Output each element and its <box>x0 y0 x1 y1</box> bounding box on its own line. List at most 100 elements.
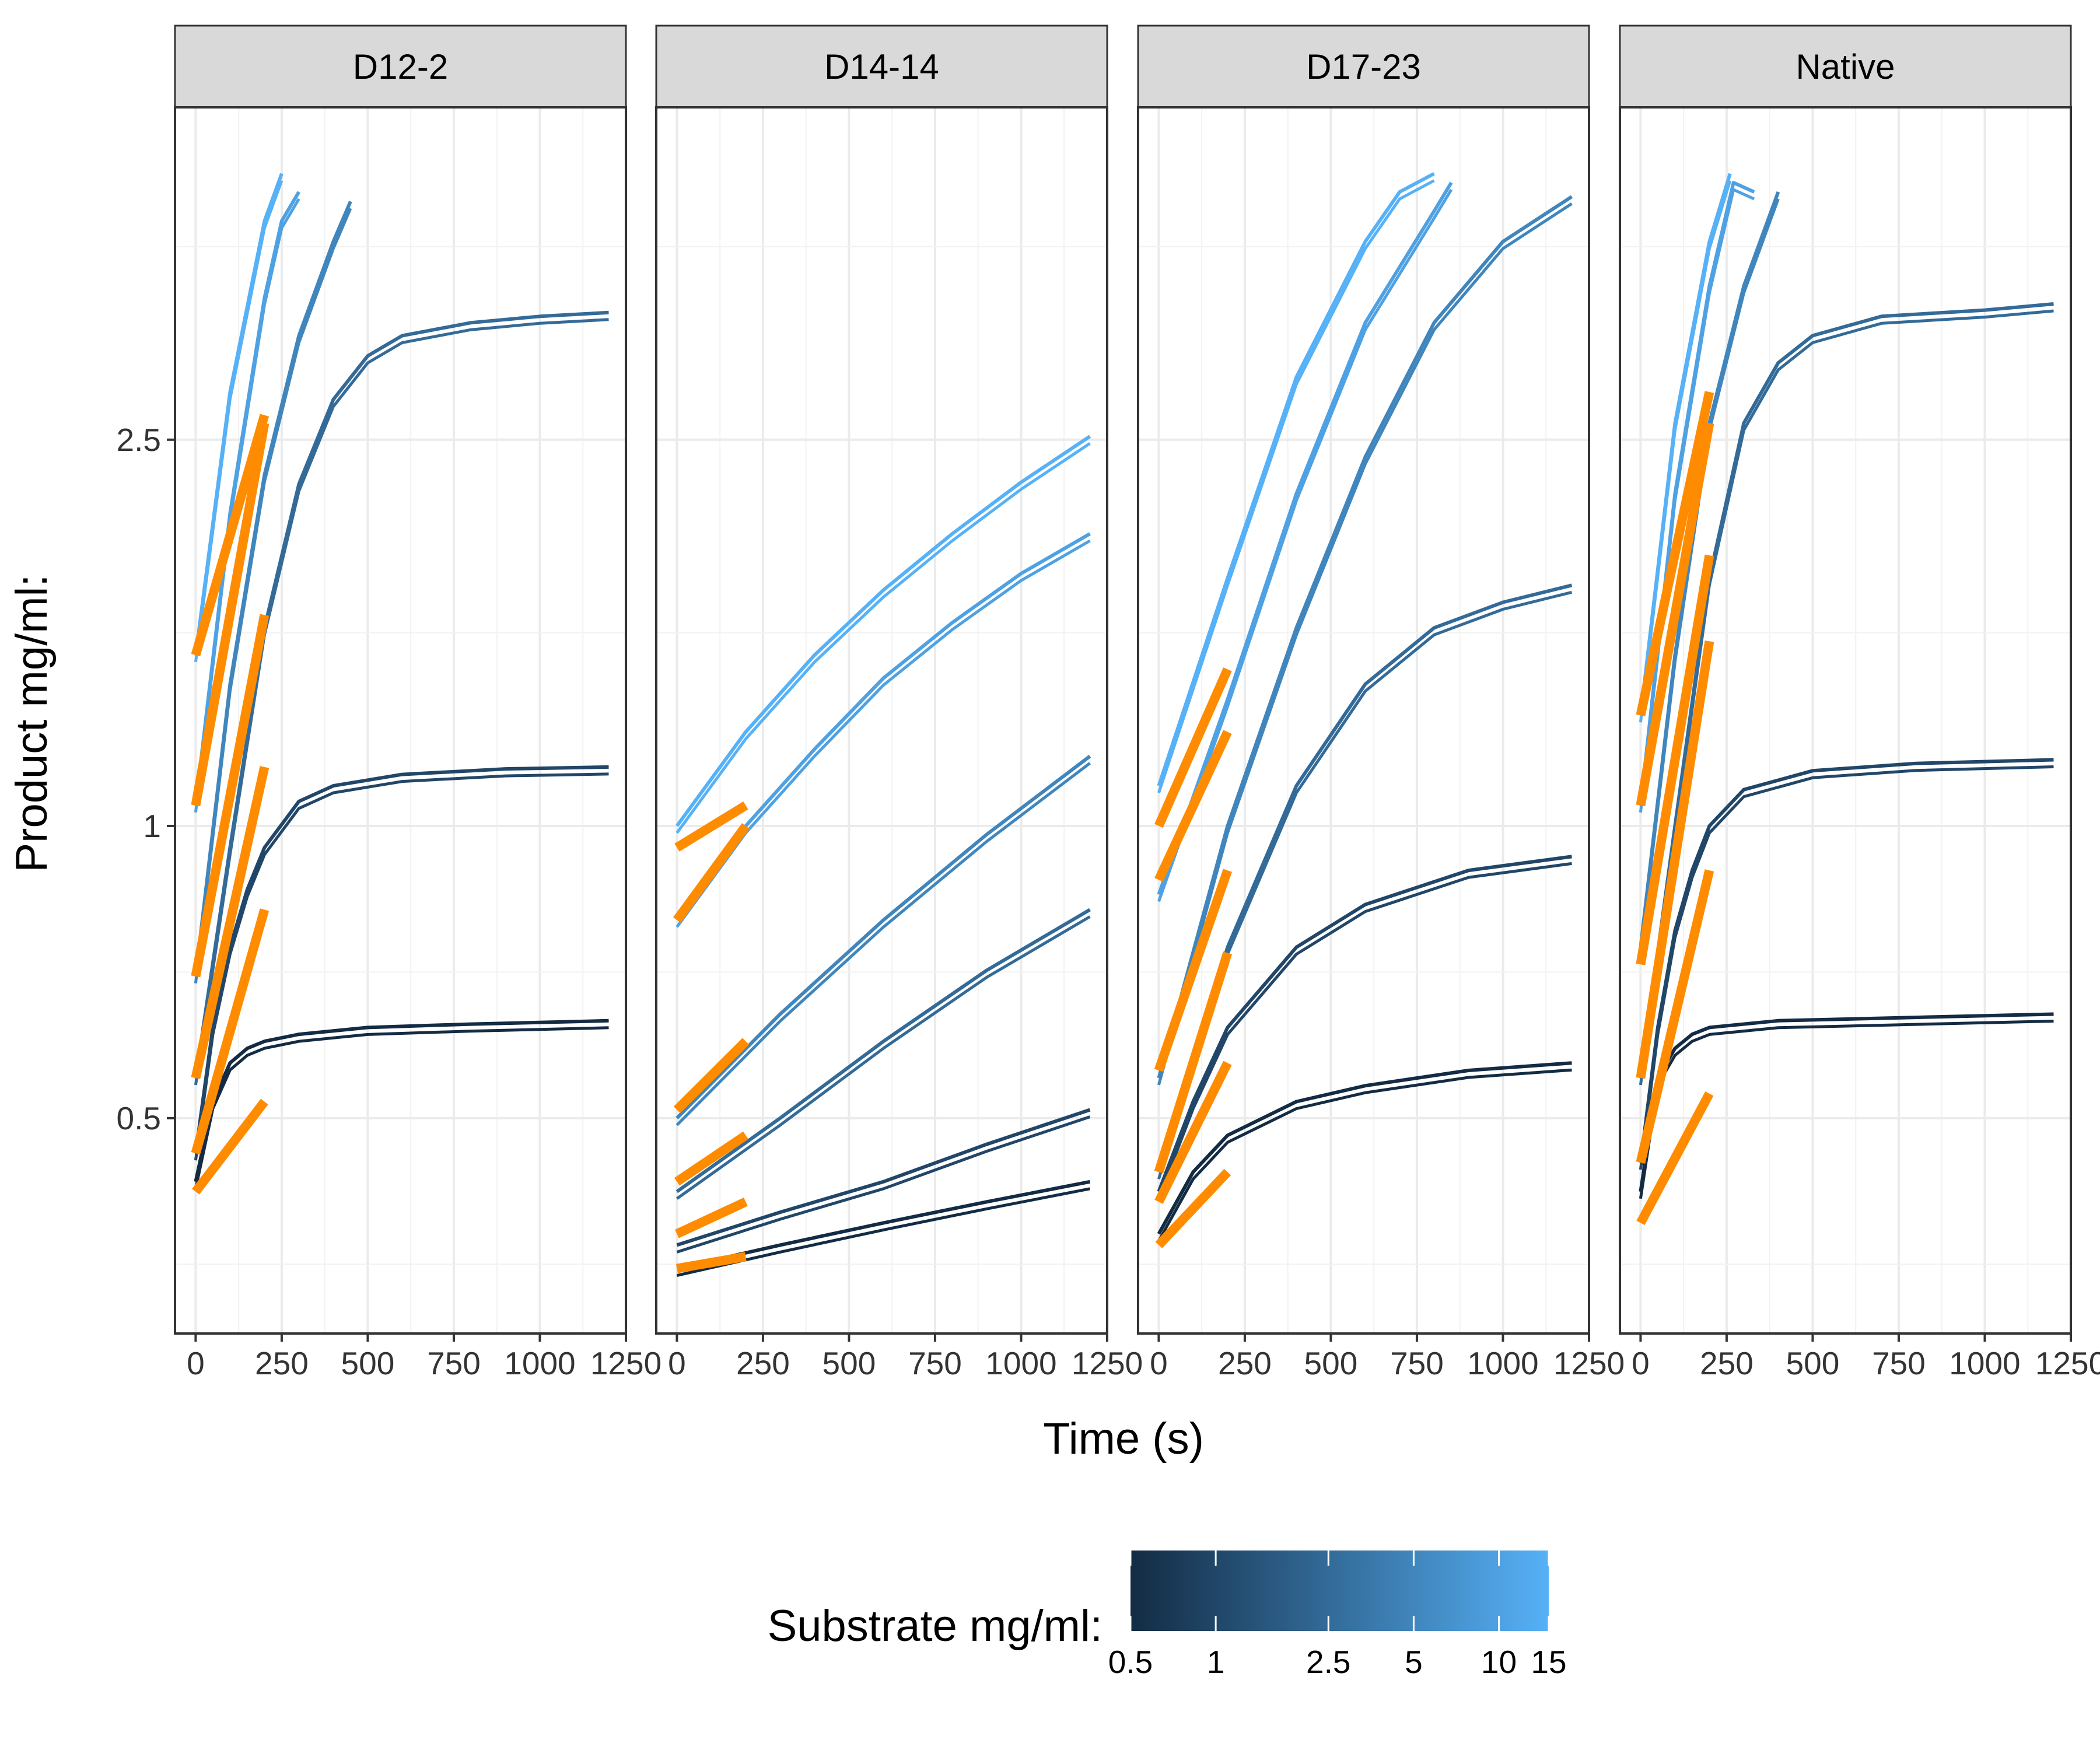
series-replicate-line <box>1157 202 1573 1086</box>
fit-segment <box>191 614 270 978</box>
x-tick-label: 1000 <box>985 1345 1056 1381</box>
series-replicate-line <box>676 1115 1091 1254</box>
legend-tick-label: 0.5 <box>1108 1644 1153 1680</box>
x-tick-label: 1000 <box>504 1345 575 1381</box>
fit-segment <box>191 908 270 1155</box>
x-tick-label: 1000 <box>1467 1345 1538 1381</box>
series-replicate-line <box>1639 765 2054 1170</box>
x-tick-label: 500 <box>822 1345 876 1381</box>
panel-border <box>655 106 1108 1335</box>
x-tick-label: 500 <box>341 1345 395 1381</box>
facet-strip <box>1137 24 1590 108</box>
y-tick-label: 1 <box>143 808 161 844</box>
facet-panel-4: Native 0 250 500 750 1000 1250 <box>1619 24 2100 1381</box>
series-replicate-line <box>1157 188 1453 902</box>
series-replicate-line <box>1157 862 1572 1199</box>
fit-segment <box>1154 667 1232 828</box>
x-tick-label: 500 <box>1786 1345 1840 1381</box>
series-line <box>675 435 1091 827</box>
panel-border <box>1619 106 2072 1335</box>
x-tick-label: 0 <box>1632 1345 1650 1381</box>
series-line <box>1157 172 1435 787</box>
fit-segment <box>676 1252 747 1273</box>
y-tick-label: 0.5 <box>117 1100 161 1136</box>
panel-border <box>174 106 627 1335</box>
facet-strip-label: D14-14 <box>824 47 939 86</box>
series-replicate-line <box>194 318 609 1086</box>
fit-segment <box>1636 869 1714 1164</box>
y-axis-title: Product mg/ml: <box>7 574 57 872</box>
x-tick-label: 0 <box>187 1345 205 1381</box>
fit-segment <box>674 1131 748 1186</box>
series-replicate-line <box>1639 180 1732 723</box>
series-replicate-line <box>194 198 300 813</box>
x-tick-label: 500 <box>1304 1345 1358 1381</box>
fit-segment <box>675 1198 748 1238</box>
fit-segment <box>673 823 750 923</box>
series-line <box>1157 1061 1572 1235</box>
x-tick-label: 750 <box>1872 1345 1926 1381</box>
x-tick-label: 250 <box>1700 1345 1754 1381</box>
legend-tick-label: 10 <box>1481 1644 1517 1680</box>
fit-segment <box>1636 640 1714 1079</box>
x-tick-label: 1250 <box>1072 1345 1143 1381</box>
legend-tick-label: 2.5 <box>1306 1644 1350 1680</box>
y-tick-label: 2.5 <box>117 422 161 458</box>
legend-tick-label: 1 <box>1207 1644 1225 1680</box>
series-replicate-line <box>194 772 609 1161</box>
fit-segment <box>191 422 270 807</box>
series-replicate-line <box>676 442 1091 834</box>
series-replicate-line <box>1639 309 2054 1086</box>
legend-colorbar <box>1130 1550 1549 1631</box>
series-replicate-line <box>676 915 1091 1200</box>
x-tick-label: 1250 <box>1553 1345 1625 1381</box>
series-line <box>676 1108 1091 1247</box>
facet-strip <box>174 24 627 108</box>
panel-border <box>1137 106 1590 1335</box>
x-tick-label: 250 <box>1218 1345 1272 1381</box>
series-replicate-line <box>194 180 284 663</box>
fit-segment <box>191 766 270 1079</box>
x-tick-label: 750 <box>427 1345 481 1381</box>
series-line <box>194 765 609 1154</box>
series-line <box>1157 195 1573 1079</box>
series-replicate-line <box>194 208 352 984</box>
panel-background <box>1138 107 1589 1334</box>
fit-segment <box>192 1098 268 1195</box>
series-replicate-line <box>1157 1068 1572 1242</box>
x-tick-label: 750 <box>908 1345 962 1381</box>
x-tick-label: 0 <box>668 1345 686 1381</box>
fit-segment <box>191 414 270 657</box>
series-line <box>1157 181 1453 895</box>
series-line <box>676 754 1091 1119</box>
facet-strip <box>655 24 1108 108</box>
facet-panel-3: D17-23 0 250 500 750 1000 1250 <box>1137 24 1625 1381</box>
legend-title: Substrate mg/ml: <box>768 1601 1102 1651</box>
facet-strip-label: Native <box>1796 47 1895 86</box>
series-line <box>1157 855 1572 1192</box>
legend-tick-label: 5 <box>1405 1644 1423 1680</box>
x-tick-label: 750 <box>1390 1345 1444 1381</box>
legend-ticks: 0.5 1 2.5 5 10 15 <box>1108 1550 1567 1680</box>
fit-segment <box>1154 869 1232 1072</box>
legend: Substrate mg/ml: 0.5 1 2.5 5 10 15 <box>768 1550 1567 1680</box>
x-tick-label: 250 <box>255 1345 309 1381</box>
facet-panels: D12-2 0 250 500 750 1000 1250 0.5 1 2.5 D14-14 0 250… <box>117 24 2100 1381</box>
x-tick-label: 1000 <box>1949 1345 2020 1381</box>
series-line <box>1157 583 1573 1173</box>
x-tick-label: 0 <box>1150 1345 1168 1381</box>
fit-segment <box>1154 951 1233 1174</box>
facet-strip-label: D12-2 <box>353 47 448 86</box>
x-tick-label: 1250 <box>2035 1345 2100 1381</box>
legend-tick-label: 15 <box>1531 1644 1566 1680</box>
series-replicate-line <box>676 762 1091 1126</box>
fit-segment <box>674 801 748 852</box>
facet-strip <box>1619 24 2072 108</box>
facet-panel-2: D14-14 0 250 500 750 1000 1250 <box>655 24 1143 1381</box>
x-tick-label: 1250 <box>590 1345 662 1381</box>
fit-segment <box>1154 730 1232 882</box>
series-line <box>676 1180 1091 1270</box>
x-axis-title: Time (s) <box>1043 1414 1204 1464</box>
facet-strip-label: D17-23 <box>1306 47 1421 86</box>
fit-segment <box>1636 1091 1714 1226</box>
